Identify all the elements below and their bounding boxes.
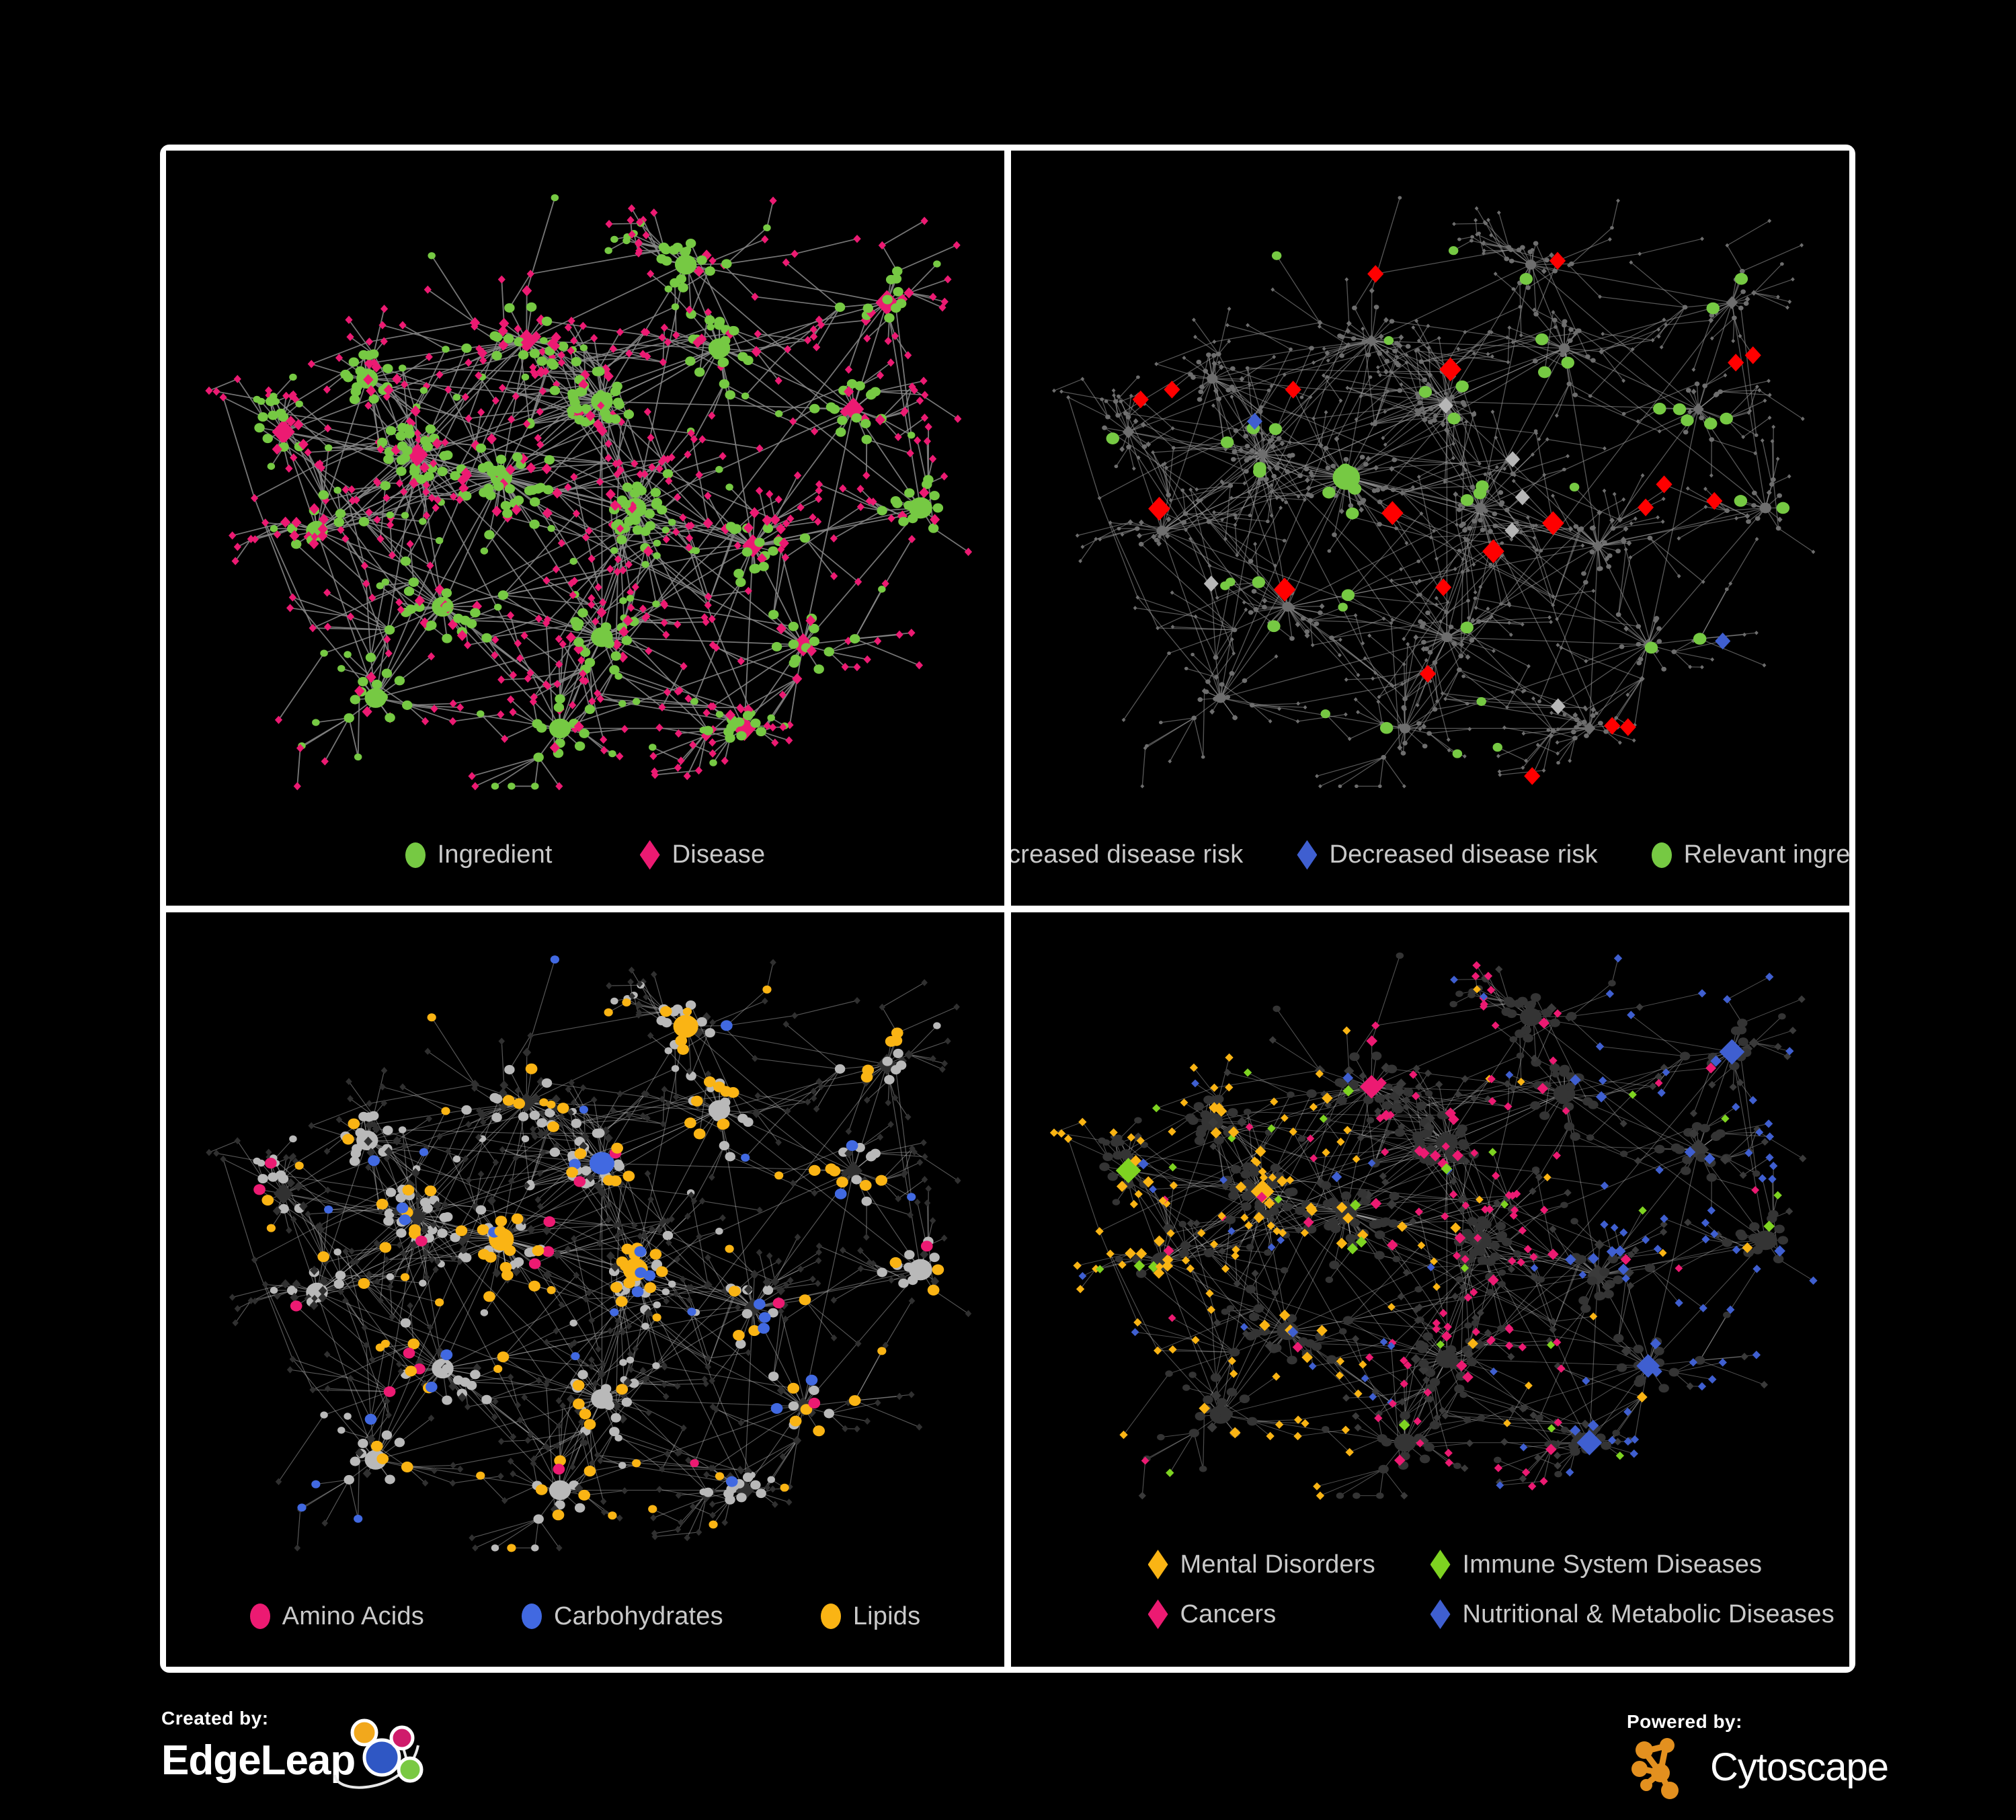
diamond-marker — [1430, 1599, 1451, 1629]
circle-marker — [249, 1604, 270, 1629]
legend-item-label: Nutritional & Metabolic Diseases — [1462, 1599, 1834, 1628]
legend-item[interactable]: Ingredient — [405, 840, 553, 869]
legend-item-label: Carbohydrates — [553, 1601, 723, 1630]
legend-item[interactable]: Decreased disease risk — [1297, 840, 1598, 870]
legend-item-label: Immune System Diseases — [1462, 1550, 1763, 1579]
legend-item[interactable]: Lipids — [820, 1601, 921, 1631]
legend-row: Increased disease risk Decreased disease… — [1011, 840, 1849, 870]
network-canvas-bottom-right[interactable] — [1011, 912, 1849, 1512]
circle-marker — [1651, 842, 1672, 868]
legend-top-left: Ingredient Disease — [166, 804, 1004, 906]
legend-row: Mental Disorders Immune System Diseases — [1147, 1550, 1762, 1579]
figure-frame: Ingredient Disease Increased disease — [160, 145, 1855, 1673]
legend-item-label: Relevant ingredient — [1683, 840, 1849, 869]
legend-row: Amino Acids Carbohydrates Lipids — [249, 1601, 921, 1631]
legend-rows: Mental Disorders Immune System Diseases … — [1147, 1550, 1834, 1629]
brand-kicker: Powered by: — [1626, 1711, 1742, 1732]
legend-item[interactable]: Carbohydrates — [521, 1601, 723, 1631]
diamond-marker — [1430, 1550, 1451, 1579]
panel-ingredient-disease: Ingredient Disease — [166, 151, 1004, 906]
brand-body: EdgeLeap — [161, 1718, 430, 1791]
network-canvas-bottom-left[interactable] — [166, 912, 1004, 1566]
legend-row: Cancers Nutritional & Metabolic Diseases — [1147, 1599, 1834, 1629]
circle-marker — [521, 1604, 542, 1629]
panel-ingredient-class: Amino Acids Carbohydrates Lipids — [166, 912, 1004, 1667]
diamond-marker — [1297, 840, 1318, 870]
powered-by-cytoscape-brand: Powered by: Cytoscape — [1626, 1711, 1889, 1801]
legend-item-label: Decreased disease risk — [1329, 840, 1598, 869]
legend-rows: Amino Acids Carbohydrates Lipids — [249, 1601, 921, 1631]
network-canvas-top-left[interactable] — [166, 151, 1004, 805]
legend-item-label: Mental Disorders — [1180, 1550, 1375, 1579]
cytoscape-wordmark: Cytoscape — [1709, 1745, 1889, 1789]
legend-top-right: Increased disease risk Decreased disease… — [1011, 804, 1849, 906]
legend-item-label: Lipids — [852, 1601, 921, 1630]
legend-bottom-right: Mental Disorders Immune System Diseases … — [1011, 1512, 1849, 1667]
legend-bottom-left: Amino Acids Carbohydrates Lipids — [166, 1566, 1004, 1667]
legend-item-label: Cancers — [1180, 1599, 1277, 1628]
brand-body: Cytoscape — [1627, 1734, 1889, 1801]
legend-item[interactable]: Mental Disorders — [1147, 1550, 1430, 1579]
legend-item[interactable]: Cancers — [1147, 1599, 1430, 1629]
edgeleap-node-graph-logo — [333, 1718, 424, 1789]
network-canvas-top-right[interactable] — [1011, 151, 1849, 805]
legend-item[interactable]: Immune System Diseases — [1430, 1550, 1762, 1579]
legend-item[interactable]: Nutritional & Metabolic Diseases — [1430, 1599, 1834, 1629]
diamond-marker — [639, 840, 660, 870]
brand-kicker: Created by: — [161, 1708, 269, 1729]
created-by-edgeleap-brand: Created by: EdgeLeap — [161, 1708, 430, 1791]
legend-item-label: Disease — [672, 840, 766, 869]
legend-item[interactable]: Increased disease risk — [1011, 840, 1243, 870]
panel-disease-risk: Increased disease risk Decreased disease… — [1011, 151, 1849, 906]
panel-disease-category: Mental Disorders Immune System Diseases … — [1011, 912, 1849, 1667]
circle-marker — [405, 842, 426, 868]
legend-rows: Increased disease risk Decreased disease… — [1011, 840, 1849, 870]
legend-item[interactable]: Disease — [639, 840, 766, 870]
legend-item-label: Amino Acids — [282, 1601, 424, 1630]
circle-marker — [820, 1604, 841, 1629]
diamond-marker — [1147, 1550, 1168, 1579]
legend-rows: Ingredient Disease — [405, 840, 766, 870]
legend-item-label: Ingredient — [437, 840, 553, 869]
legend-row: Ingredient Disease — [405, 840, 766, 870]
legend-item[interactable]: Amino Acids — [249, 1601, 424, 1631]
cytoscape-node-logo — [1631, 1738, 1679, 1799]
legend-item-label: Increased disease risk — [1011, 840, 1244, 869]
legend-item[interactable]: Relevant ingredient — [1651, 840, 1849, 869]
edgeleap-wordmark: EdgeLeap — [161, 1737, 356, 1784]
diamond-marker — [1147, 1599, 1168, 1629]
